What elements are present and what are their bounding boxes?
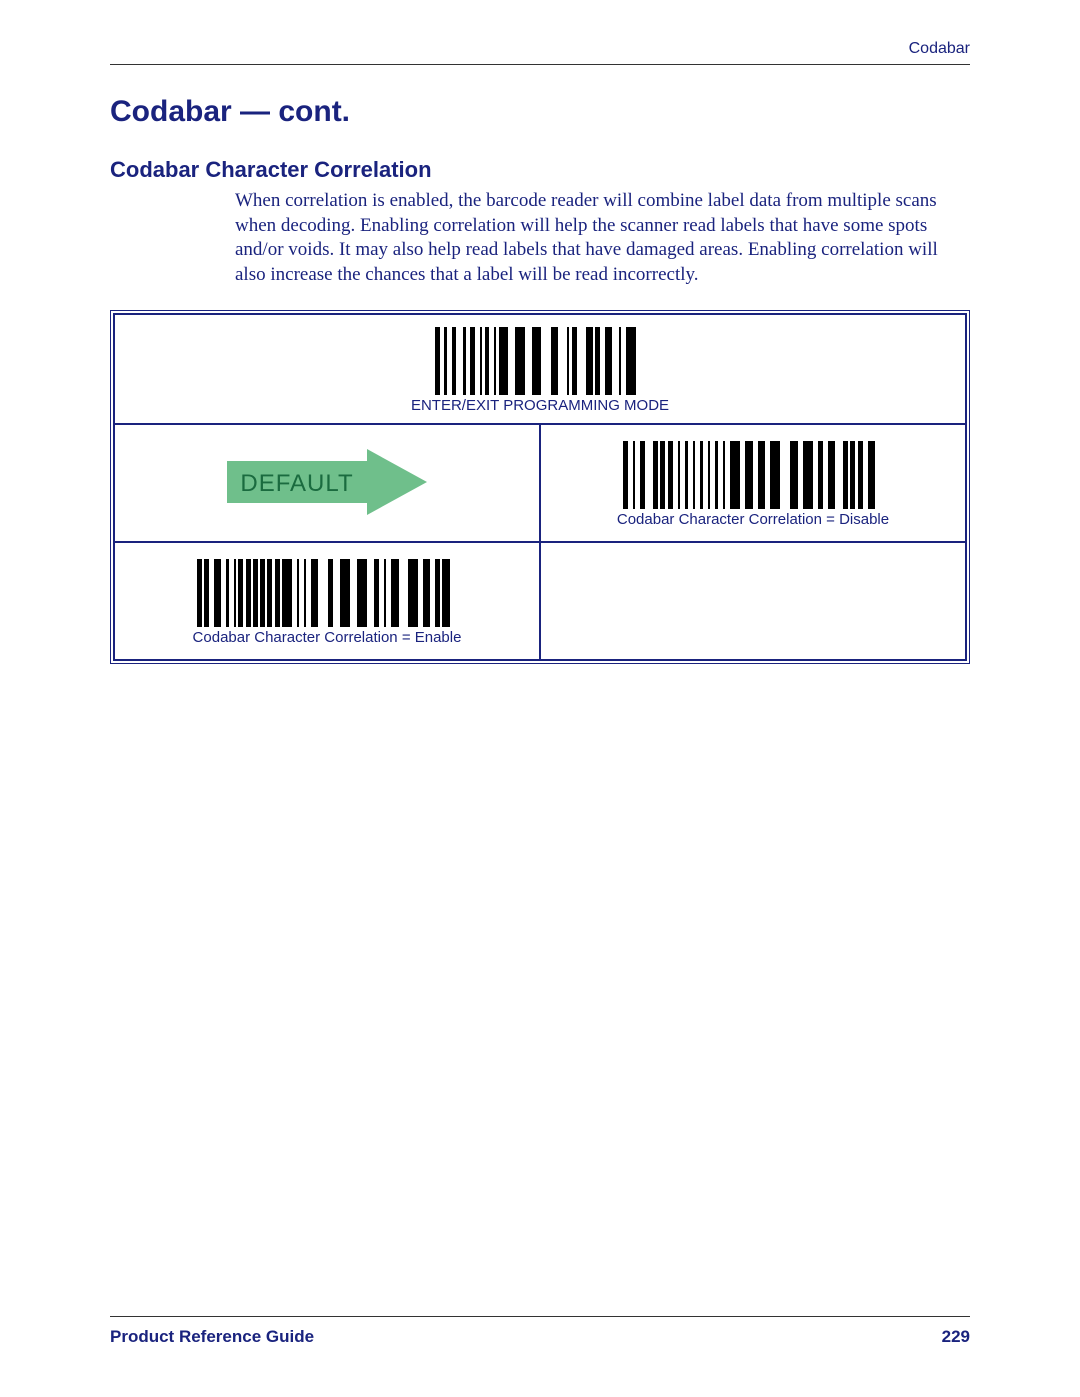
config-table: ENTER/EXIT PROGRAMMING MODE DEFAULT Coda… (110, 310, 970, 664)
svg-text:DEFAULT: DEFAULT (240, 470, 353, 497)
page-header: Codabar (110, 40, 970, 65)
footer-left: Product Reference Guide (110, 1327, 314, 1347)
enable-label: Codabar Character Correlation = Enable (193, 629, 462, 646)
section-heading: Codabar Character Correlation (110, 157, 970, 183)
enter-exit-label: ENTER/EXIT PROGRAMMING MODE (411, 397, 669, 414)
section-body: When correlation is enabled, the barcode… (235, 189, 970, 288)
enable-cell: Codabar Character Correlation = Enable (114, 542, 540, 660)
disable-cell: Codabar Character Correlation = Disable (540, 424, 966, 542)
page-title: Codabar — cont. (110, 95, 970, 129)
disable-label: Codabar Character Correlation = Disable (617, 511, 889, 528)
enable-barcode (197, 559, 457, 627)
enter-exit-barcode (435, 327, 645, 395)
disable-barcode-wrap: Codabar Character Correlation = Disable (617, 441, 889, 528)
enter-exit-barcode-wrap: ENTER/EXIT PROGRAMMING MODE (411, 327, 669, 414)
default-arrow-icon: DEFAULT (227, 449, 427, 515)
disable-barcode (623, 441, 883, 509)
enter-exit-cell: ENTER/EXIT PROGRAMMING MODE (114, 314, 966, 424)
enable-barcode-wrap: Codabar Character Correlation = Enable (193, 559, 462, 646)
default-badge-cell: DEFAULT (114, 424, 540, 542)
header-right-label: Codabar (909, 40, 970, 57)
empty-cell (540, 542, 966, 660)
page-footer: Product Reference Guide 229 (110, 1316, 970, 1347)
footer-page-number: 229 (942, 1327, 970, 1347)
